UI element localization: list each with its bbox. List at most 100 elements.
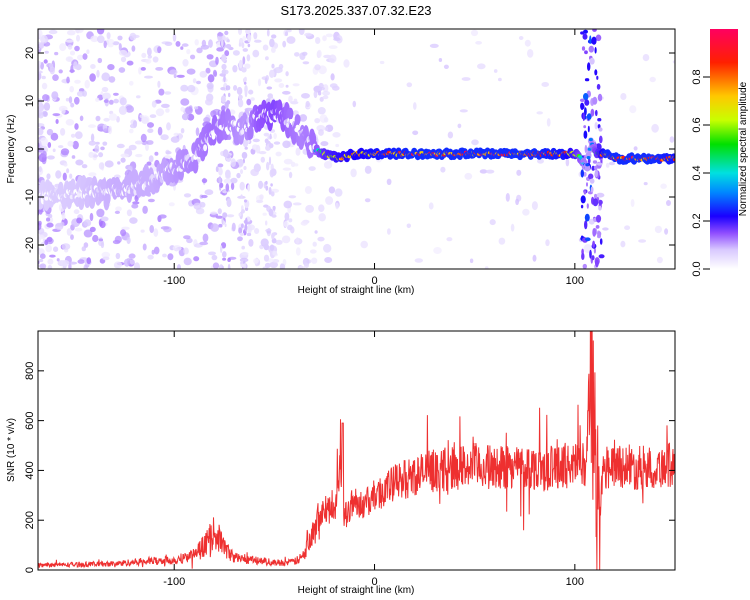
spectrogram-streak-cell xyxy=(271,47,276,53)
chart-title: S173.2025.337.07.32.E23 xyxy=(280,3,431,18)
colorbar: 0.0 0.2 0.4 0.6 0.8 Normalized spectral ampl… xyxy=(691,29,749,277)
spectrogram-noise-cell xyxy=(479,169,488,174)
spectrogram-noise-cell xyxy=(212,69,217,77)
spectrogram-noise-cell xyxy=(217,32,224,37)
spectrogram-streak-cell xyxy=(587,62,591,71)
spectrogram-noise-cell xyxy=(205,98,213,106)
spectrogram-noise-cell xyxy=(656,256,663,264)
spectrogram-noise-cell xyxy=(52,113,61,117)
spectrogram-noise-cell xyxy=(283,200,293,209)
spectrogram-noise-cell xyxy=(157,46,162,54)
spectrogram-noise-cell xyxy=(147,47,152,56)
spectrogram-streak-cell xyxy=(224,223,227,227)
spectrogram-noise-cell xyxy=(498,237,506,245)
spectrogram-noise-cell xyxy=(108,125,113,135)
y-tick-label: -10 xyxy=(24,189,36,205)
spectrogram-streak-cell xyxy=(596,83,601,90)
spectrogram-noise-cell xyxy=(324,257,333,263)
spectrogram-noise-cell xyxy=(252,144,259,151)
spectrogram-noise-cell xyxy=(46,217,51,222)
spectrogram-noise-cell xyxy=(446,237,453,242)
spectrogram-streak-cell xyxy=(222,149,229,158)
spectrogram-streak-cell xyxy=(238,29,242,35)
spectrogram-noise-cell xyxy=(649,76,656,83)
spectrogram-noise-cell xyxy=(86,49,90,54)
spectrogram-noise-cell xyxy=(300,221,308,226)
spectrogram-streak-cell xyxy=(221,38,224,48)
spectrogram-noise-cell xyxy=(510,223,515,232)
spectrogram-noise-cell xyxy=(50,132,59,141)
spectrogram-noise-cell xyxy=(146,161,152,166)
spectrogram-streak-cell xyxy=(595,34,602,42)
spectrogram-noise-cell xyxy=(212,262,220,269)
spectrogram-streak-cell xyxy=(263,243,269,251)
spectrogram-noise-cell xyxy=(304,186,312,194)
spectrogram-noise-cell xyxy=(428,202,434,210)
spectrogram-noise-cell xyxy=(38,60,42,67)
spectrogram-noise-cell xyxy=(120,229,127,237)
spectrogram-noise-cell xyxy=(379,60,385,65)
spectrogram-streak-cell xyxy=(271,34,277,39)
spectrogram-noise-cell xyxy=(125,105,134,113)
spectrogram-noise-cell xyxy=(126,60,134,66)
spectrogram-noise-cell xyxy=(215,166,219,173)
spectrogram-noise-cell xyxy=(47,264,53,269)
spectrogram-noise-cell xyxy=(94,144,100,153)
spectrogram-noise-cell xyxy=(311,257,318,264)
spectrogram-noise-cell xyxy=(60,148,70,156)
spectrogram-streak-cell xyxy=(268,143,274,149)
spectrogram-noise-cell xyxy=(293,98,298,104)
spectrogram-noise-cell xyxy=(322,90,331,96)
colorbar-tick-label: 0.2 xyxy=(691,213,703,228)
spectrogram-streak-cell xyxy=(598,254,605,259)
spectrogram-noise-cell xyxy=(126,236,131,245)
spectrogram-noise-cell xyxy=(406,82,413,88)
spectrogram-noise-cell xyxy=(241,245,245,250)
spectrogram-noise-cell xyxy=(70,102,75,108)
spectrogram-streak-cell xyxy=(263,132,270,137)
spectrogram-noise-cell xyxy=(48,29,58,35)
spectrogram-noise-cell xyxy=(328,54,337,64)
spectrogram-noise-cell xyxy=(55,119,59,124)
spectrogram-noise-cell xyxy=(129,80,134,86)
spectrogram-noise-cell xyxy=(244,63,251,69)
spectrogram-noise-cell xyxy=(305,100,310,108)
spectrogram-streak-cell xyxy=(264,262,271,268)
spectrogram-noise-cell xyxy=(638,239,647,243)
spectrogram-noise-cell xyxy=(193,256,200,262)
spectrogram-streak-cell xyxy=(597,231,602,237)
spectrogram-noise-cell xyxy=(222,251,227,258)
spectrogram-noise-cell xyxy=(290,226,295,234)
spectrogram-streak-cell xyxy=(220,242,227,249)
spectrogram-noise-cell xyxy=(131,45,136,52)
spectrogram-noise-cell xyxy=(282,90,291,95)
spectrogram-noise-cell xyxy=(199,70,208,78)
spectrogram-streak-cell xyxy=(596,75,599,80)
spectrogram-noise-cell xyxy=(141,52,147,59)
spectrogram-noise-cell xyxy=(45,244,52,253)
spectrogram-streak-cell xyxy=(589,35,592,44)
spectrogram-streak-cell xyxy=(223,75,226,83)
spectrogram-noise-cell xyxy=(207,74,215,83)
spectrogram-noise-cell xyxy=(44,239,49,246)
spectrogram-noise-cell xyxy=(96,29,105,35)
spectrogram-streak-cell xyxy=(597,93,603,102)
spectrogram-noise-cell xyxy=(144,75,153,79)
spectrogram-noise-cell xyxy=(119,97,127,106)
y-tick-label: 0 xyxy=(24,146,36,152)
spectrogram-noise-cell xyxy=(96,69,100,78)
spectrogram-noise-cell xyxy=(413,102,417,110)
spectrogram-noise-cell xyxy=(322,84,329,93)
spectrogram-noise-cell xyxy=(286,36,296,44)
spectrogram-noise-cell xyxy=(38,49,41,54)
spectrogram-noise-cell xyxy=(274,78,283,83)
spectrogram-noise-cell xyxy=(183,257,192,266)
spectrogram-noise-cell xyxy=(115,206,122,212)
spectrogram-noise-cell xyxy=(69,86,74,93)
spectrogram-streak-cell xyxy=(270,191,275,197)
spectrogram-noise-cell xyxy=(364,198,371,203)
spectrogram-noise-cell xyxy=(666,200,671,206)
spectrogram-noise-cell xyxy=(46,173,51,180)
spectrogram-noise-cell xyxy=(59,43,67,52)
spectrogram-noise-cell xyxy=(100,241,105,249)
